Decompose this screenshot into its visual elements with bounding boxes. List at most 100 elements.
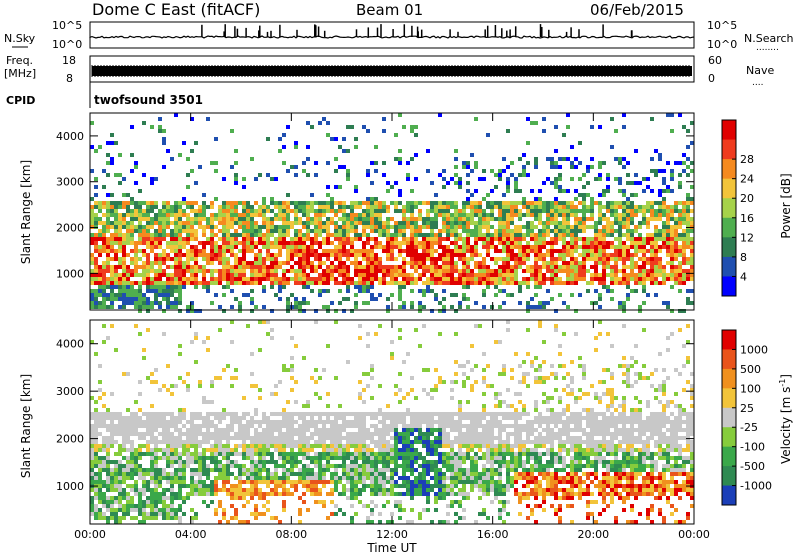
heatmap-cell xyxy=(546,265,550,269)
heatmap-cell xyxy=(578,265,582,269)
heatmap-cell xyxy=(266,217,270,221)
heatmap-cell xyxy=(218,229,222,233)
heatmap-cell xyxy=(310,460,314,464)
heatmap-cell xyxy=(406,209,410,213)
heatmap-cell xyxy=(490,277,494,281)
heatmap-cell xyxy=(182,273,186,277)
heatmap-cell xyxy=(306,261,310,265)
heatmap-cell xyxy=(114,512,118,516)
heatmap-cell xyxy=(330,233,334,237)
heatmap-cell xyxy=(634,273,638,277)
heatmap-cell xyxy=(262,237,266,241)
heatmap-cell xyxy=(142,269,146,273)
heatmap-cell xyxy=(242,504,246,508)
heatmap-cell xyxy=(586,205,590,209)
heatmap-cell xyxy=(138,205,142,209)
heatmap-cell xyxy=(190,424,194,428)
heatmap-cell xyxy=(270,412,274,416)
heatmap-cell xyxy=(566,125,570,129)
heatmap-cell xyxy=(150,468,154,472)
heatmap-cell xyxy=(542,265,546,269)
heatmap-cell xyxy=(262,265,266,269)
heatmap-cell xyxy=(342,209,346,213)
heatmap-cell xyxy=(502,209,506,213)
heatmap-cell xyxy=(390,269,394,273)
heatmap-cell xyxy=(298,432,302,436)
heatmap-cell xyxy=(662,213,666,217)
heatmap-cell xyxy=(450,253,454,257)
heatmap-cell xyxy=(294,464,298,468)
heatmap-cell xyxy=(690,217,694,221)
heatmap-cell xyxy=(650,233,654,237)
heatmap-cell xyxy=(142,281,146,285)
heatmap-cell xyxy=(102,504,106,508)
heatmap-cell xyxy=(642,301,646,305)
heatmap-cell xyxy=(366,197,370,201)
heatmap-cell xyxy=(162,129,166,133)
heatmap-cell xyxy=(578,225,582,229)
freq-unit-label: [MHz] xyxy=(4,67,36,80)
heatmap-cell xyxy=(586,217,590,221)
heatmap-cell xyxy=(494,245,498,249)
heatmap-cell xyxy=(542,301,546,305)
heatmap-cell xyxy=(322,452,326,456)
heatmap-cell xyxy=(574,281,578,285)
heatmap-cell xyxy=(198,209,202,213)
heatmap-cell xyxy=(674,281,678,285)
heatmap-cell xyxy=(246,205,250,209)
heatmap-cell xyxy=(106,141,110,145)
heatmap-cell xyxy=(410,213,414,217)
heatmap-cell xyxy=(306,424,310,428)
heatmap-cell xyxy=(414,265,418,269)
heatmap-cell xyxy=(326,193,330,197)
heatmap-cell xyxy=(678,225,682,229)
heatmap-cell xyxy=(190,444,194,448)
heatmap-cell xyxy=(246,213,250,217)
heatmap-cell xyxy=(514,201,518,205)
heatmap-cell xyxy=(426,257,430,261)
heatmap-cell xyxy=(374,169,378,173)
heatmap-cell xyxy=(138,520,142,524)
heatmap-cell xyxy=(374,225,378,229)
heatmap-cell xyxy=(586,241,590,245)
heatmap-cell xyxy=(486,253,490,257)
heatmap-cell xyxy=(114,472,118,476)
heatmap-cell xyxy=(438,269,442,273)
heatmap-cell xyxy=(638,181,642,185)
heatmap-cell xyxy=(126,273,130,277)
heatmap-cell xyxy=(262,221,266,225)
heatmap-cell xyxy=(218,464,222,468)
heatmap-cell xyxy=(622,241,626,245)
heatmap-cell xyxy=(322,484,326,488)
heatmap-cell xyxy=(302,444,306,448)
heatmap-cell xyxy=(194,448,198,452)
heatmap-cell xyxy=(178,428,182,432)
heatmap-cell xyxy=(126,221,130,225)
heatmap-cell xyxy=(106,496,110,500)
heatmap-cell xyxy=(534,201,538,205)
heatmap-cell xyxy=(442,221,446,225)
heatmap-cell xyxy=(518,209,522,213)
heatmap-cell xyxy=(422,217,426,221)
heatmap-cell xyxy=(418,261,422,265)
heatmap-cell xyxy=(230,273,234,277)
heatmap-cell xyxy=(390,245,394,249)
heatmap-cell xyxy=(118,480,122,484)
heatmap-cell xyxy=(598,249,602,253)
heatmap-cell xyxy=(90,496,94,500)
heatmap-cell xyxy=(474,245,478,249)
heatmap-cell xyxy=(202,460,206,464)
heatmap-cell xyxy=(298,460,302,464)
heatmap-cell xyxy=(382,221,386,225)
heatmap-cell xyxy=(114,253,118,257)
heatmap-cell xyxy=(682,233,686,237)
heatmap-cell xyxy=(126,496,130,500)
heatmap-cell xyxy=(178,257,182,261)
heatmap-cell xyxy=(146,309,150,313)
heatmap-cell xyxy=(110,504,114,508)
heatmap-cell xyxy=(554,209,558,213)
heatmap-cell xyxy=(534,241,538,245)
heatmap-cell xyxy=(258,209,262,213)
heatmap-cell xyxy=(614,217,618,221)
heatmap-cell xyxy=(154,416,158,420)
